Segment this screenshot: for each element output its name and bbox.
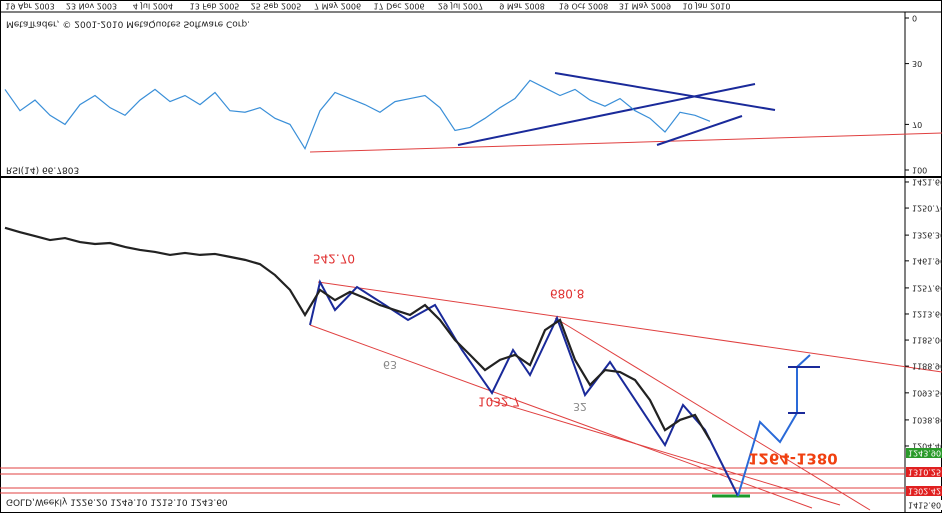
price-label: 1310.25 bbox=[908, 468, 941, 477]
y-tick-label: 1250.70 bbox=[912, 204, 942, 213]
time-label: 23 Nov 2003 bbox=[66, 2, 117, 11]
rsi-trendlines bbox=[309, 72, 942, 153]
time-label: 17 Dec 2006 bbox=[373, 2, 424, 11]
annotation: 542.70 bbox=[313, 252, 355, 266]
y-tick-label: 1204.40 bbox=[912, 441, 942, 450]
time-label: 13 Feb 2005 bbox=[190, 2, 240, 11]
y-tick-label: 1185.00 bbox=[912, 336, 942, 345]
time-label: 9 Mar 2008 bbox=[499, 2, 545, 11]
time-label: 25 Sep 2005 bbox=[251, 2, 302, 11]
trendline bbox=[554, 72, 776, 111]
y-tick-label: 1093.50 bbox=[912, 388, 942, 397]
price-trendlines bbox=[0, 281, 942, 511]
time-label: 19 Oct 2008 bbox=[559, 2, 608, 11]
price-box bbox=[906, 448, 942, 458]
trendline bbox=[309, 132, 942, 153]
projection-line bbox=[737, 354, 811, 497]
y-tick-label: 30 bbox=[912, 59, 922, 68]
series-line bbox=[4, 226, 711, 441]
price-box bbox=[906, 500, 942, 510]
price-label: 1302.42 bbox=[908, 487, 941, 496]
trendline bbox=[656, 115, 743, 146]
series-line bbox=[4, 79, 711, 151]
annotation: 63 bbox=[383, 358, 397, 371]
y-tick-label: 1213.60 bbox=[912, 309, 942, 318]
price-label: 1243.90 bbox=[908, 449, 941, 458]
y-tick-label: 1038.80 bbox=[912, 415, 942, 424]
y-tick-label: 1188.90 bbox=[912, 362, 942, 371]
time-label: 29 Jul 2007 bbox=[438, 2, 483, 11]
chart-title: MetaTrader, © 2001-2010 MetaQuotes Softw… bbox=[6, 19, 250, 29]
wave-line bbox=[309, 279, 739, 497]
price-box bbox=[906, 486, 942, 496]
indicator-label: RSI(14) 66.7803 bbox=[6, 165, 79, 175]
y-tick-label: 1257.60 bbox=[912, 283, 942, 292]
price-label: 1415.60 bbox=[908, 501, 941, 510]
y-tick-label: 70 bbox=[912, 120, 922, 129]
y-tick-label: 100 bbox=[912, 166, 927, 175]
annotation: 32 bbox=[573, 400, 587, 413]
trendline bbox=[457, 83, 756, 146]
y-tick-label: 0 bbox=[912, 14, 917, 23]
y-tick-label: 1326.30 bbox=[912, 231, 942, 240]
time-label: 19 Apr 2003 bbox=[5, 2, 54, 11]
trendline bbox=[317, 281, 942, 373]
time-label: 4 Jul 2004 bbox=[133, 2, 173, 11]
trendline bbox=[554, 317, 871, 511]
time-label: 7 May 2006 bbox=[314, 2, 361, 11]
y-tick-label: 1461.90 bbox=[912, 256, 942, 265]
annotation: 1032.7 bbox=[478, 395, 520, 409]
annotation: 680.8 bbox=[550, 287, 584, 301]
info-label: GOLD,Weekly 1226.20 1249.10 1215.10 1243… bbox=[6, 497, 228, 507]
y-tick-label: 1421.60 bbox=[912, 177, 942, 186]
time-label: 10 Jan 2010 bbox=[683, 2, 731, 11]
price-box bbox=[906, 467, 942, 477]
annotation: 1264-1380 bbox=[748, 450, 838, 468]
time-label: 31 May 2009 bbox=[619, 2, 671, 11]
